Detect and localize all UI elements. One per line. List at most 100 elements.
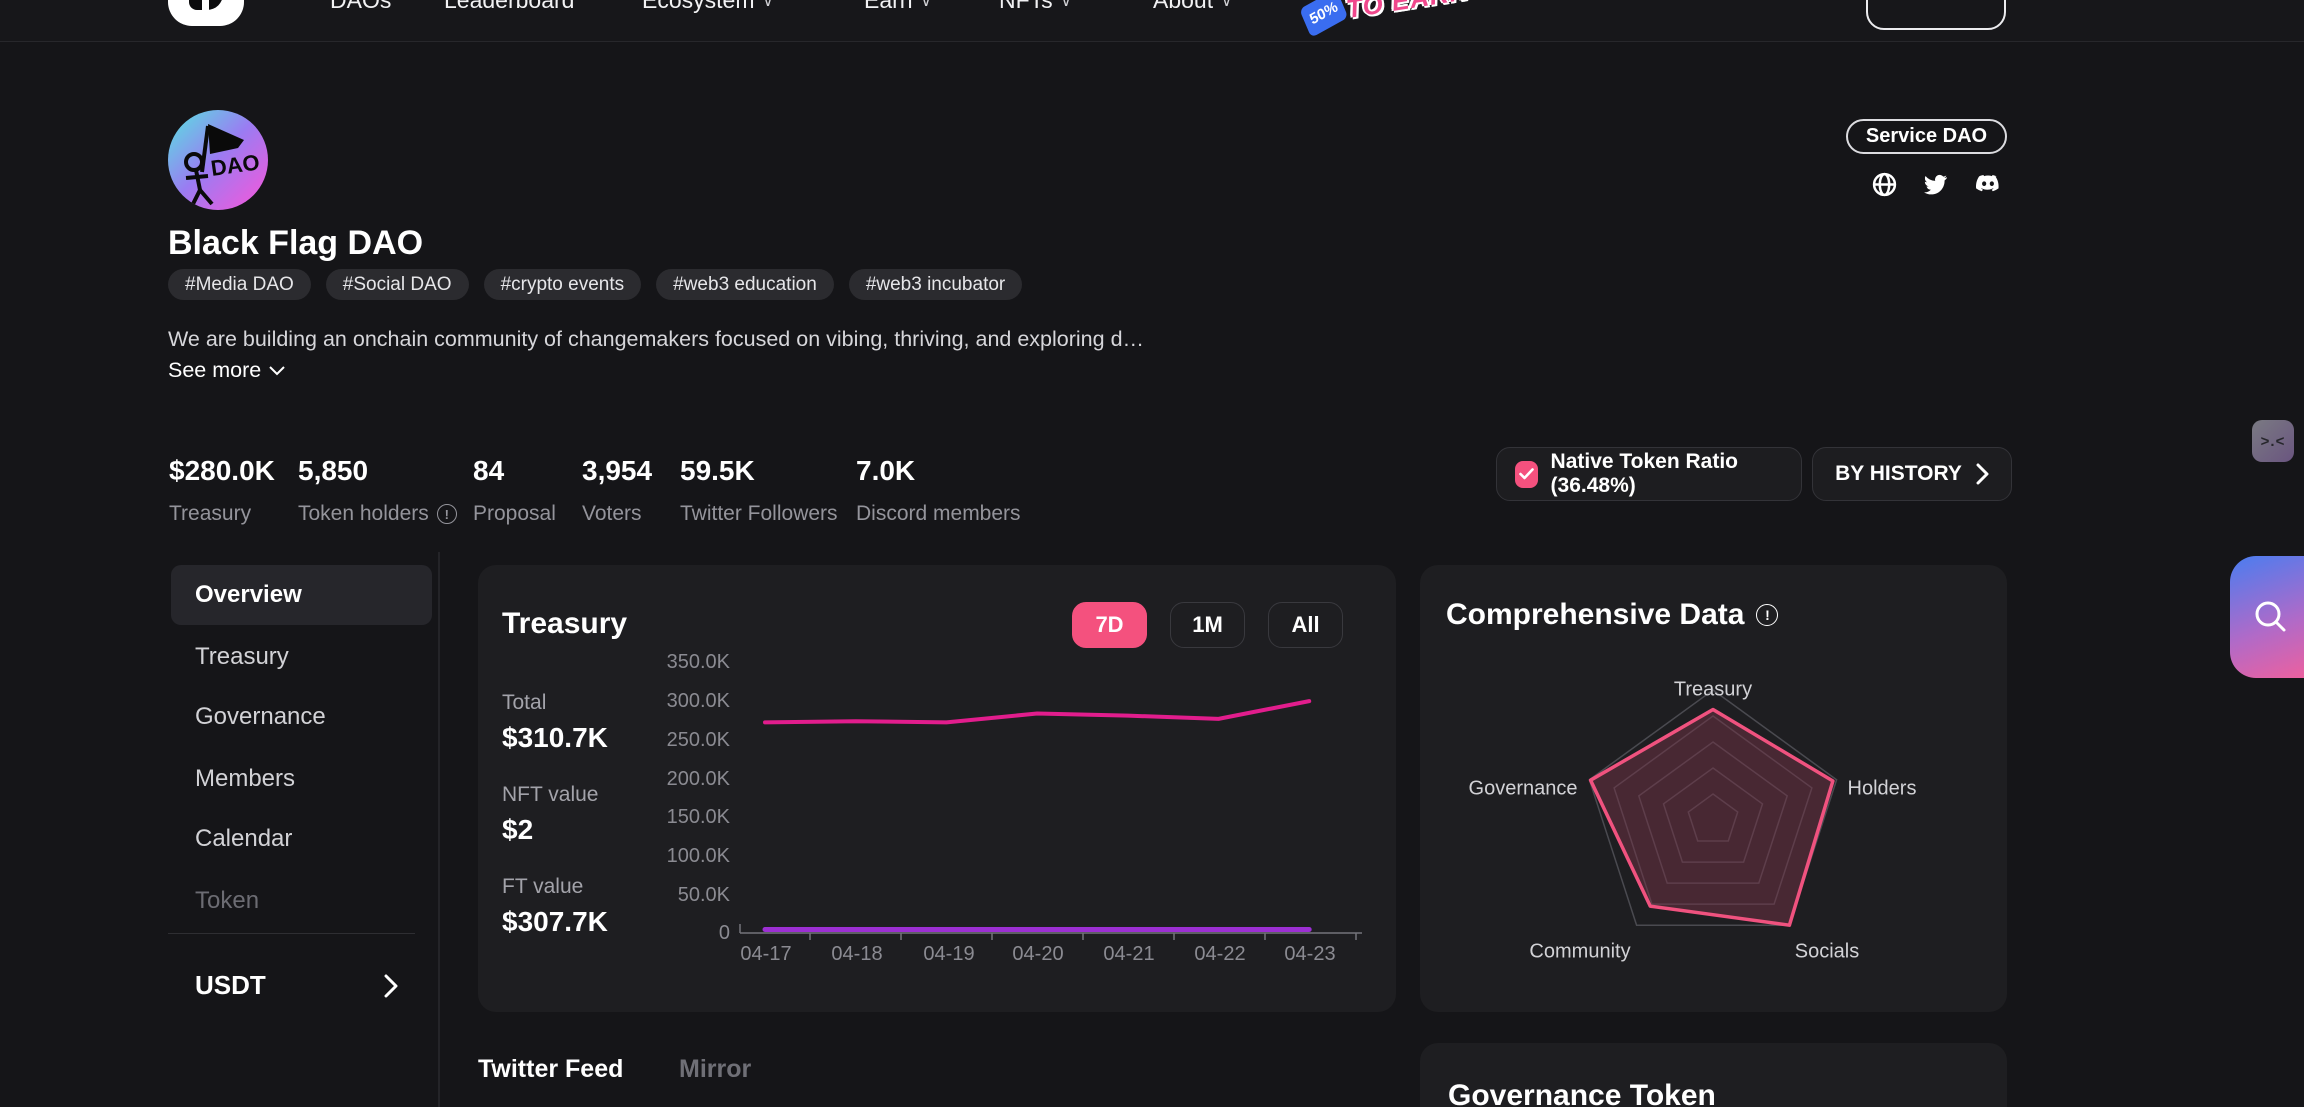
svg-text:DAO: DAO [209, 149, 261, 181]
dao-tag[interactable]: #Social DAO [325, 269, 469, 300]
stat-value: 3,954 [582, 455, 653, 486]
sidebar-item-calendar[interactable]: Calendar [195, 823, 292, 855]
chevron-right-icon [384, 974, 398, 997]
tstat-label: FT value [502, 875, 584, 898]
governance-card-title: Governance Token [1448, 1079, 1716, 1107]
assistant-widget-button[interactable]: >.< [2252, 420, 2294, 462]
nav-item-label: About [1153, 0, 1214, 13]
sidebar-item-overview[interactable]: Overview [195, 579, 302, 611]
sidebar-item-label: Calendar [195, 825, 293, 852]
sidebar-item-label: Treasury [195, 643, 289, 670]
twitter-icon [1924, 174, 1947, 195]
tstat-value: $307.7K [502, 906, 608, 937]
nav-item-label: DAOs [330, 0, 392, 13]
sidebar-section-divider [168, 933, 415, 934]
chevron-down-icon: ∨ [920, 0, 932, 10]
stat-label: Proposal [473, 502, 556, 525]
chart-range-selector: 7D 1M All [1072, 602, 1343, 648]
stat-label: Token holders ! [298, 502, 457, 526]
treasury-card-title: Treasury [502, 607, 628, 640]
website-link[interactable] [1872, 172, 1897, 197]
tab-twitter-feed[interactable]: Twitter Feed [478, 1055, 624, 1083]
x-axis-tick: 04-20 [1012, 943, 1064, 965]
y-axis-tick: 300.0K [666, 690, 730, 712]
nav-item-daos[interactable]: DAOs [330, 0, 391, 14]
promo-text: TO EARN [1344, 0, 1471, 25]
search-icon [2255, 601, 2286, 632]
dao-tag[interactable]: #web3 education [656, 269, 834, 300]
dao-tag[interactable]: #crypto events [483, 269, 642, 300]
native-token-ratio-label: Native Token Ratio (36.48%) [1550, 450, 1739, 497]
radar-axis-governance: Governance [1468, 777, 1578, 800]
dao-description: We are building an onchain community of … [168, 327, 1145, 351]
checkbox-checked-icon[interactable] [1515, 460, 1538, 488]
dao-tag[interactable]: #web3 incubator [848, 269, 1023, 300]
stat-value: 84 [473, 455, 505, 486]
usdt-label: USDT [195, 970, 266, 1000]
radar-axis-holders: Holders [1847, 777, 1917, 800]
info-icon[interactable]: ! [436, 504, 457, 524]
stat-value: $280.0K [169, 455, 275, 486]
see-more-toggle[interactable]: See more [168, 358, 285, 383]
y-axis-tick: 200.0K [666, 768, 730, 790]
twitter-link[interactable] [1923, 172, 1948, 197]
sidebar-item-usdt[interactable]: USDT [195, 970, 398, 1001]
sidebar-item-members[interactable]: Members [195, 763, 295, 795]
search-fab[interactable] [2230, 556, 2304, 678]
comprehensive-card-title: Comprehensive Data ! [1446, 598, 1779, 632]
stat-treasury: $280.0K Treasury [169, 455, 275, 526]
kaomoji-face: >.< [2260, 432, 2286, 450]
y-axis-tick: 100.0K [666, 845, 730, 867]
nav-item-about[interactable]: About ∨ [1153, 0, 1232, 14]
stat-value: 5,850 [298, 455, 369, 486]
x-axis-tick: 04-21 [1103, 943, 1155, 965]
radar-axis-treasury: Treasury [1673, 678, 1753, 701]
nav-item-label: NFTs [999, 0, 1053, 13]
nav-item-earn[interactable]: Earn ∨ [864, 0, 932, 14]
by-history-button[interactable]: BY HISTORY [1812, 447, 2012, 501]
y-axis-tick: 50.0K [677, 884, 730, 906]
tstat-value: $2 [502, 814, 534, 845]
nav-cta-button[interactable] [1866, 0, 2006, 30]
see-more-label: See more [168, 358, 262, 382]
sidebar-item-token[interactable]: Token [195, 885, 259, 917]
stat-discord-members: 7.0K Discord members [856, 455, 1021, 526]
range-button-all[interactable]: All [1268, 602, 1343, 648]
sidebar-item-treasury[interactable]: Treasury [195, 641, 289, 673]
stat-token-holders: 5,850 Token holders ! [298, 455, 457, 526]
tab-mirror[interactable]: Mirror [679, 1055, 752, 1083]
globe-icon [1872, 172, 1897, 197]
site-logo[interactable] [168, 0, 244, 26]
dao-name: Black Flag DAO [168, 224, 424, 262]
nav-item-ecosystem[interactable]: Ecosystem ∨ [642, 0, 773, 14]
stat-label: Discord members [856, 502, 1021, 525]
info-icon[interactable]: ! [1756, 604, 1779, 626]
sidebar-item-label: Overview [195, 581, 302, 608]
stat-twitter-followers: 59.5K Twitter Followers [680, 455, 838, 526]
treasury-ft-value: FT value $307.7K [502, 875, 608, 938]
sidebar-item-governance[interactable]: Governance [195, 701, 326, 733]
y-axis-tick: 250.0K [666, 729, 730, 751]
radar-axis-socials: Socials [1794, 940, 1860, 963]
stat-voters: 3,954 Voters [582, 455, 652, 526]
dao-tag[interactable]: #Media DAO [168, 269, 311, 300]
range-button-1m[interactable]: 1M [1170, 602, 1245, 648]
chevron-down-icon: ∨ [1221, 0, 1233, 10]
nav-item-leaderboard[interactable]: Leaderboard [444, 0, 574, 14]
site-logo-icon [189, 0, 223, 10]
nav-item-label: Leaderboard [444, 0, 575, 13]
chevron-down-icon [269, 365, 285, 375]
sidebar-divider [438, 552, 440, 1107]
treasury-card: Treasury 7D 1M All Total $310.7K NFT val… [478, 565, 1396, 1012]
nav-item-nfts[interactable]: NFTs ∨ [999, 0, 1072, 14]
discord-link[interactable] [1974, 174, 2002, 196]
top-navigation-bar: DAOs Leaderboard Ecosystem ∨ Earn ∨ NFTs… [0, 0, 2304, 42]
dao-tag-list: #Media DAO #Social DAO #crypto events #w… [168, 269, 1023, 300]
by-history-label: BY HISTORY [1835, 462, 1962, 485]
tstat-label: NFT value [502, 783, 599, 806]
range-button-7d[interactable]: 7D [1072, 602, 1147, 648]
native-token-ratio-toggle[interactable]: Native Token Ratio (36.48%) [1496, 447, 1802, 501]
earn-promo-badge[interactable]: 50% TO EARN [1299, 0, 1471, 38]
treasury-total: Total $310.7K [502, 691, 608, 754]
social-links [1872, 172, 2002, 197]
